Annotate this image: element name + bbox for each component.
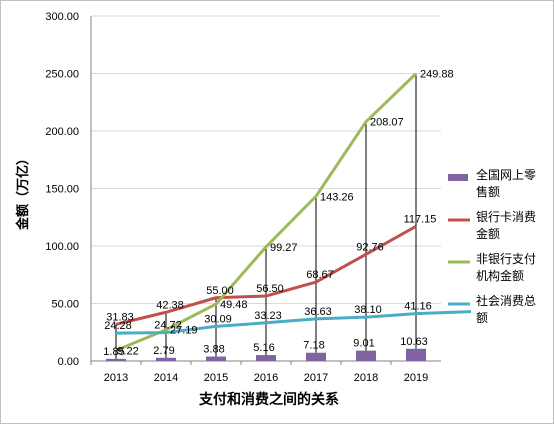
- drop-lines: [115, 73, 417, 359]
- data-label: 2.79: [153, 345, 174, 357]
- data-label: 41.16: [404, 301, 432, 313]
- data-label: 143.26: [320, 191, 354, 203]
- data-label: 3.88: [203, 344, 224, 356]
- y-tick-label: 0.00: [58, 356, 79, 368]
- data-label: 27.19: [170, 325, 198, 337]
- data-label: 9.01: [353, 338, 374, 350]
- series-line-0: [115, 224, 417, 326]
- data-labels: 1.85 2.79 3.88 5.16 7.18 9.01 10.63 31.83 42.38 5…: [103, 69, 453, 358]
- data-label: 7.18: [303, 340, 324, 352]
- x-axis-title: 支付和消费之间的关系: [198, 391, 339, 407]
- series-line-2: [115, 312, 417, 335]
- legend-label: 额: [476, 311, 488, 325]
- data-label: 42.38: [156, 299, 184, 311]
- data-label: 1.85: [103, 346, 124, 358]
- data-label: 9.22: [117, 345, 138, 357]
- series-line-extension: [415, 310, 472, 316]
- y-tick-label: 300.00: [45, 11, 79, 23]
- line-series: [115, 72, 472, 352]
- y-tick-label: 200.00: [45, 126, 79, 138]
- x-tick-label: 2015: [204, 372, 228, 384]
- legend-label: 银行卡消费: [476, 210, 536, 224]
- legend-label: 非银行支付: [476, 252, 536, 266]
- data-label: 99.27: [270, 242, 298, 254]
- data-label: 10.63: [400, 336, 428, 348]
- legend-swatch: [448, 174, 468, 181]
- data-label: 24.28: [104, 320, 132, 332]
- x-tick-label: 2018: [354, 372, 378, 384]
- legend-label: 售额: [476, 184, 500, 199]
- data-label: 68.67: [306, 269, 334, 281]
- y-axis-title: 金额（万亿）: [15, 152, 30, 231]
- data-label: 30.09: [204, 313, 232, 325]
- data-label: 249.88: [420, 69, 454, 81]
- data-label: 92.76: [356, 241, 384, 253]
- legend-label: 机构金额: [476, 268, 524, 283]
- data-label: 5.16: [253, 342, 274, 354]
- bar-2014: [156, 357, 176, 361]
- bar-series: [106, 348, 426, 361]
- y-tick-label: 150.00: [45, 184, 79, 196]
- bar-2017: [306, 352, 326, 361]
- y-tick-label: 50.00: [51, 299, 79, 311]
- data-label: 49.48: [220, 299, 248, 311]
- legend-label: 社会消费总: [476, 293, 536, 308]
- legend-label: 全国网上零: [476, 167, 536, 182]
- axes: 0.00 50.00 100.00 150.00 200.00 250.00 300.00 2…: [45, 11, 441, 384]
- data-label: 36.63: [304, 306, 332, 318]
- data-label: 208.07: [370, 117, 404, 129]
- y-tick-label: 100.00: [45, 241, 79, 253]
- bar-2016: [256, 355, 276, 361]
- x-tick-label: 2017: [304, 372, 328, 384]
- bar-2019: [406, 348, 426, 361]
- x-tick-label: 2014: [154, 372, 178, 384]
- data-label: 24.72: [154, 320, 182, 332]
- x-tick-label: 2013: [104, 372, 128, 384]
- bar-2015: [206, 356, 226, 361]
- x-tick-label: 2016: [254, 372, 278, 384]
- data-label: 55.00: [206, 285, 234, 297]
- data-label: 31.83: [106, 311, 134, 323]
- data-label: 38.10: [354, 304, 382, 316]
- legend-label: 金额: [476, 226, 500, 241]
- y-tick-label: 250.00: [45, 69, 79, 81]
- series-line-1: [115, 72, 418, 352]
- data-label: 56.50: [256, 283, 284, 295]
- data-label: 33.23: [254, 310, 282, 322]
- bar-2018: [356, 350, 376, 361]
- bar-2013: [106, 358, 126, 361]
- x-tick-label: 2019: [404, 372, 428, 384]
- data-label: 117.15: [404, 213, 437, 225]
